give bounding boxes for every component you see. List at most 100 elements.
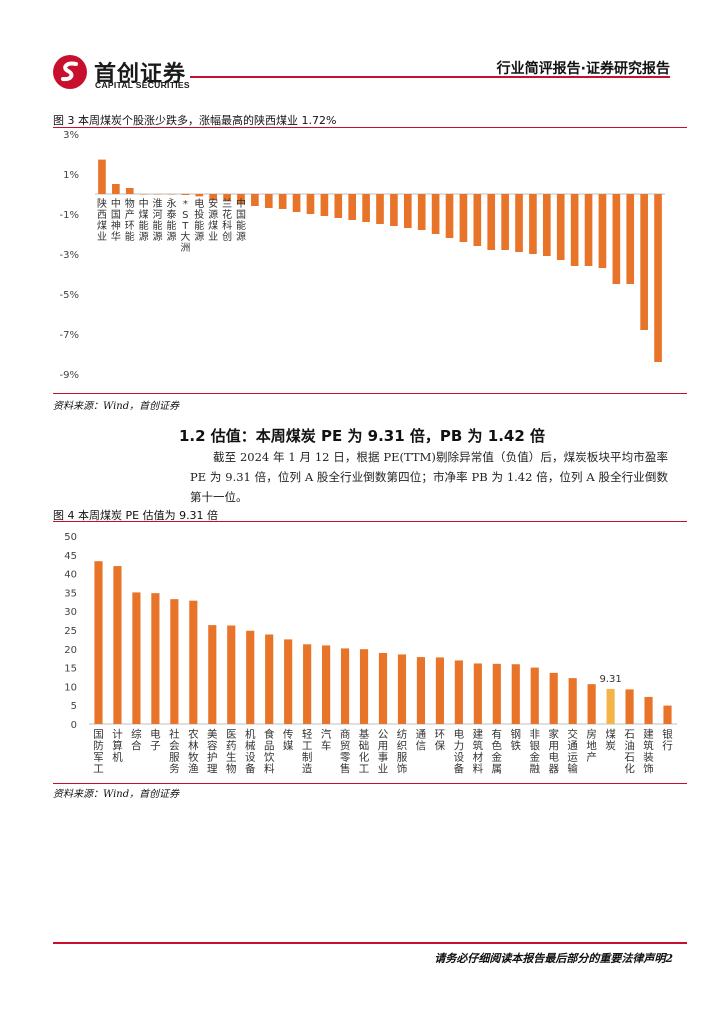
pe-data-label: 9.31 [599,674,621,685]
industry-label: 环保 [435,729,446,753]
stock-bar [445,194,454,238]
figure3-title-rule [53,127,687,128]
pe-bar [625,689,634,724]
stock-category-label: 物产环能 [125,197,135,243]
pe-bar [208,625,217,724]
stock-bar [473,194,482,246]
figure4-chart: 0 5 10 15 20 25 30 35 40 45 50 国防军工计算机综合电子社会服务农林牧渔美… [64,532,677,776]
stock-category-label: 中煤能源 [139,197,149,243]
y-tick-label: 1% [63,170,79,181]
pe-bar [435,657,444,724]
industry-label: 综合 [131,728,142,753]
stock-bar [529,194,537,254]
stock-bar [390,194,398,226]
stock-category-label: 陕西煤业 [97,197,107,243]
figure4-source: 资料来源：Wind，首创证券 [53,789,180,800]
pe-bar [227,625,236,724]
pe-bar [359,649,369,724]
pe-bar [378,652,388,724]
stock-bar [167,194,176,195]
pe-bar [473,663,482,724]
pe-bar [511,664,520,724]
industry-label: 家用电器 [548,728,559,776]
pe-bar [94,561,103,724]
stock-bar [515,194,523,252]
pe-bar [132,592,141,724]
stock-bar [626,194,635,284]
figure3-chart: 3% 1% -1% -3% -5% -7% -9% 陕西煤业中国神华物产环能中煤能源淮河能源永… [60,130,665,381]
stock-bar [348,194,357,220]
industry-label: 银行 [662,728,673,753]
section-title: 1.2 估值：本周煤炭 PE 为 9.31 倍，PB 为 1.42 倍 [178,427,546,445]
figure3-title: 图 3 本周煤炭个股涨少跌多，涨幅最高的陕西煤业 1.72% [53,114,337,127]
industry-label: 建筑装饰 [643,728,654,776]
industry-label: 商贸零售 [340,728,351,776]
industry-label: 计算机 [112,728,123,764]
stock-bar [334,194,343,218]
industry-label: 交通运输 [567,728,578,776]
y-tick-label: 10 [64,682,77,693]
footer-rule [53,942,687,944]
y-tick-label: -9% [60,370,79,381]
industry-label: 有色金属 [492,728,503,776]
industry-label: 公用事业 [378,729,389,776]
pe-bar [170,599,179,724]
industry-label: 美容护理 [207,728,218,776]
y-tick-label: 15 [64,664,77,675]
logo-text-en: CAPITAL SECURITIES [95,80,190,90]
pe-bar [416,657,426,724]
stock-bar [584,194,593,266]
pe-bar [189,600,198,724]
y-tick-label: 40 [64,570,77,581]
y-tick-label: 30 [64,607,77,618]
y-tick-label: 45 [64,551,77,562]
industry-label: 国防军工 [93,729,104,776]
stock-bar [612,194,621,284]
stock-bar [278,194,287,209]
stock-category-label: 安源煤业 [208,197,218,243]
y-tick-label: 5 [71,701,77,712]
pe-bar [663,705,672,724]
stock-bar [417,194,426,230]
stock-bar [139,194,148,195]
stock-bar [376,194,384,224]
stock-bar [320,194,329,216]
footer-disclaimer: 请务必仔细阅读本报告最后部分的重要法律声明2 [434,952,673,965]
stock-bar [292,194,301,212]
pe-bar [397,654,407,724]
industry-label: 钢铁 [511,728,522,753]
stock-bar [640,194,648,330]
industry-label: 食品饮料 [264,728,275,776]
stock-bar [501,194,509,250]
stock-bar [362,194,370,222]
figure3-bottom-rule [53,393,687,394]
y-tick-label: 35 [64,588,77,599]
stock-category-label: 淮河能源 [153,198,163,243]
stock-category-label: 电投能源 [194,197,204,243]
industry-label: 房地产 [586,728,597,764]
pe-bar [644,696,653,724]
stock-category-label: 永泰能源 [166,197,176,243]
y-tick-label: 20 [64,645,77,656]
stock-bar [264,194,273,208]
stock-bar [125,188,134,194]
industry-label: 通信 [416,729,427,753]
y-tick-label: 50 [64,532,77,543]
pe-bar [568,678,577,724]
y-tick-label: -1% [60,210,79,221]
industry-label: 传媒 [283,729,294,753]
industry-label: 电子 [150,728,161,753]
industry-label: 社会服务 [169,728,180,776]
stock-bar [181,194,190,195]
figure3-source: 资料来源：Wind，首创证券 [53,401,180,412]
report-type-label: 行业简评报告·证券研究报告 [496,61,670,77]
pe-bar [340,648,350,724]
stock-bar [306,194,315,214]
y-tick-label: 0 [71,720,77,731]
industry-label: 非银金融 [529,729,540,776]
pe-bar [454,660,463,724]
stock-category-label: 中国神华 [111,197,121,243]
stock-category-label: 兰花科创 [222,197,232,243]
stock-bar [459,194,468,242]
stock-bar [598,194,607,268]
